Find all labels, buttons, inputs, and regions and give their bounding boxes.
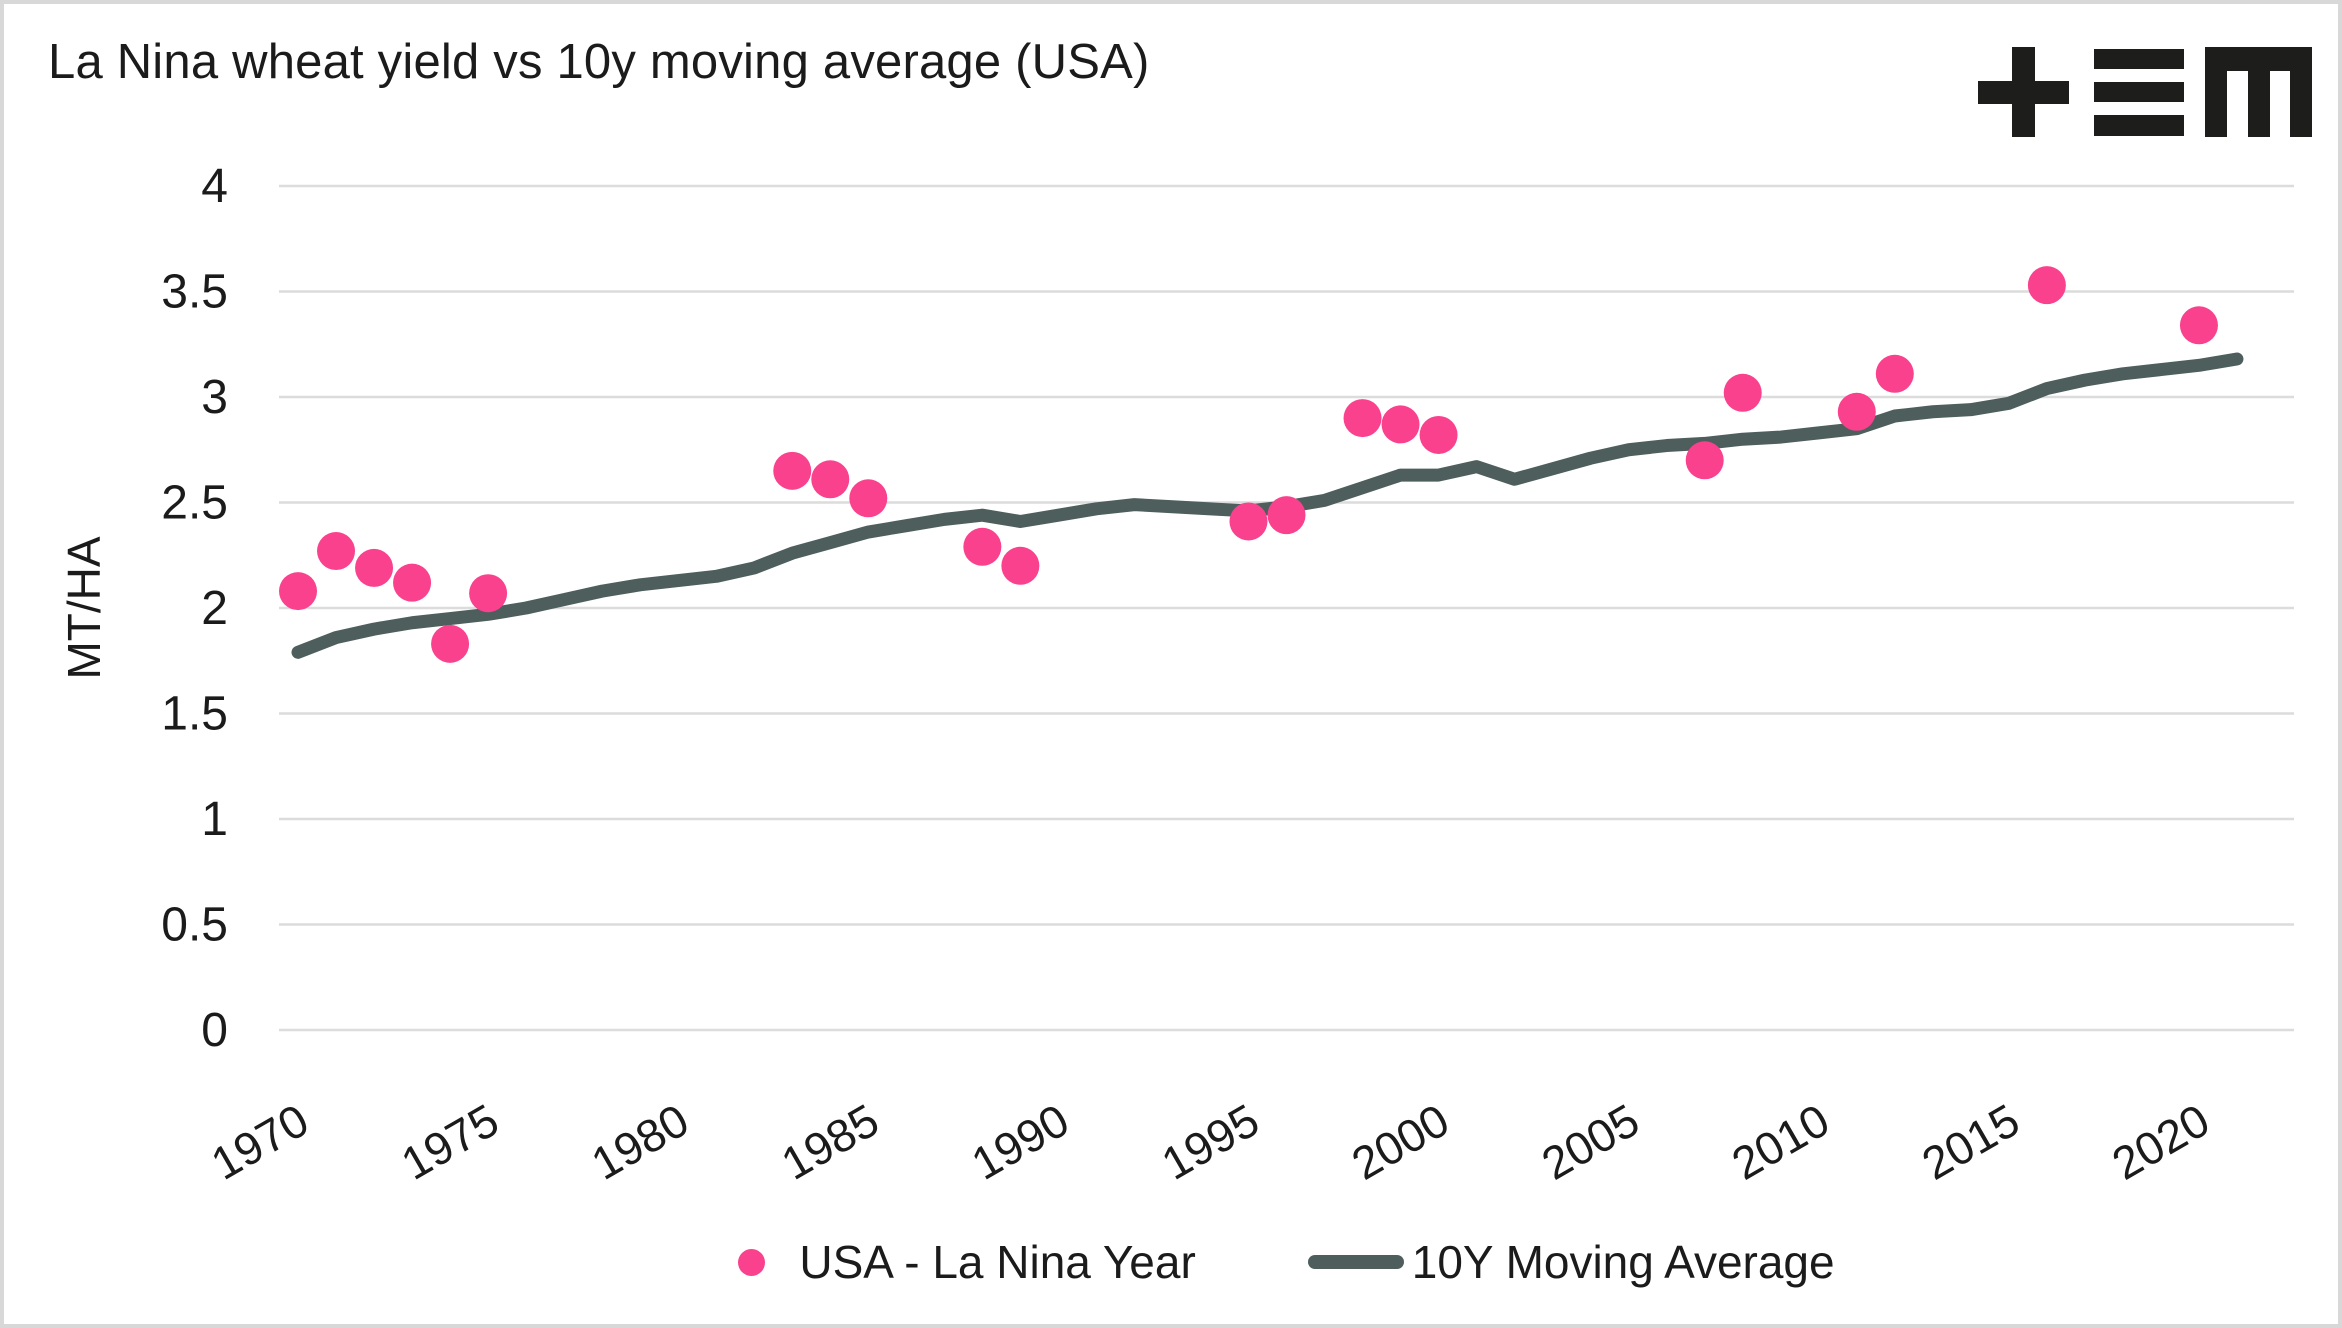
y-tick-label: 3.5 (161, 266, 228, 319)
x-tick-label: 1980 (583, 1094, 698, 1190)
la-nina-year-dot (811, 460, 850, 499)
tem-logo (1978, 47, 2312, 137)
la-nina-year-dot (1837, 392, 1876, 431)
la-nina-year-dot (2179, 306, 2218, 345)
la-nina-year-dot (1267, 496, 1306, 535)
y-tick-label: 1 (201, 793, 228, 846)
x-tick-label: 1995 (1153, 1094, 1268, 1190)
la-nina-year-dot (355, 548, 394, 587)
la-nina-year-dot (963, 527, 1002, 566)
la-nina-year-dot (317, 532, 356, 571)
legend-label-la-nina: USA - La Nina Year (799, 1236, 1196, 1288)
x-tick-label: 2020 (2103, 1094, 2218, 1190)
x-tick-label: 2005 (1533, 1094, 1648, 1190)
y-tick-label: 2 (201, 582, 228, 635)
x-tick-label: 1970 (202, 1094, 317, 1190)
logo-bar-bottom (2094, 115, 2184, 136)
moving-average-line (291, 352, 2244, 659)
x-tick-label: 2010 (1723, 1094, 1838, 1190)
legend-scatter-marker-icon (738, 1248, 766, 1276)
la-nina-year-dot (2027, 266, 2066, 305)
la-nina-year-dot (773, 451, 812, 490)
la-nina-year-dot (393, 563, 432, 602)
logo-plus-horizontal (1978, 81, 2069, 104)
chart-title: La Nina wheat yield vs 10y moving averag… (48, 35, 1150, 89)
y-tick-label: 1.5 (161, 688, 228, 741)
legend-item-la-nina[interactable]: USA - La Nina Year (738, 1235, 1196, 1289)
x-tick-label: 1990 (963, 1094, 1078, 1190)
legend-label-moving-average: 10Y Moving Average (1411, 1236, 1835, 1288)
x-tick-label: 2015 (1913, 1094, 2028, 1190)
y-tick-label: 2.5 (161, 477, 228, 530)
la-nina-year-dot (1381, 405, 1420, 444)
la-nina-year-dot (1229, 502, 1268, 541)
logo-bar-top (2094, 49, 2184, 69)
logo-m-glyph (2205, 47, 2312, 137)
la-nina-year-dot (1419, 415, 1458, 454)
la-nina-year-dot (469, 574, 508, 613)
logo-bar-middle (2094, 82, 2184, 102)
legend-line-marker-icon (1307, 1255, 1404, 1269)
la-nina-year-dot (1685, 441, 1724, 480)
y-tick-label: 3 (201, 371, 228, 424)
legend: USA - La Nina Year 10Y Moving Average (279, 1226, 2294, 1298)
y-axis-title: MT/HA (58, 536, 110, 679)
la-nina-year-dot (1001, 546, 1040, 585)
legend-item-moving-average[interactable]: 10Y Moving Average (1307, 1235, 1835, 1289)
la-nina-year-dot (279, 572, 318, 611)
la-nina-year-dot (849, 479, 888, 518)
y-tick-label: 0.5 (161, 899, 228, 952)
la-nina-year-dot (431, 624, 470, 663)
y-tick-label: 4 (201, 160, 228, 213)
x-tick-label: 2000 (1343, 1094, 1458, 1190)
la-nina-year-dot (1875, 354, 1914, 393)
y-tick-label: 0 (201, 1004, 228, 1057)
plot-area: 0 0.5 1 1.5 2 2.5 3 3.5 4 MT/HA 1970 1975 1980 1985 19… (58, 160, 2294, 1190)
la-nina-year-dot (1343, 399, 1382, 438)
la-nina-year-dot (1723, 373, 1762, 412)
x-tick-label: 1985 (773, 1094, 888, 1190)
x-tick-label: 1975 (392, 1094, 507, 1190)
